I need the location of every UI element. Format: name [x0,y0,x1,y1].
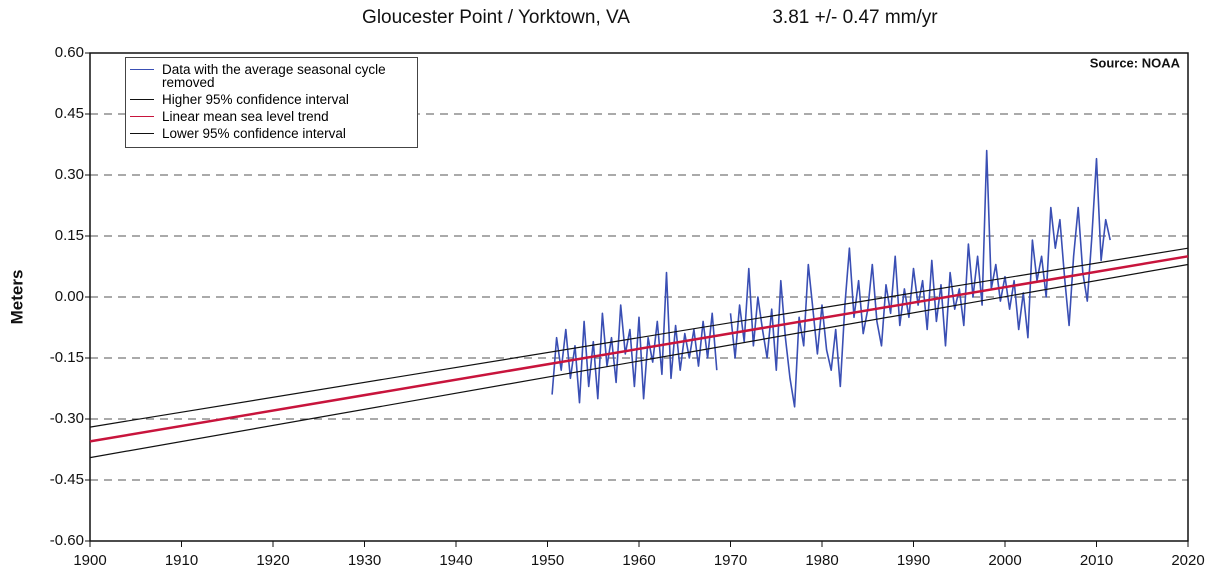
y-tick-label: 0.00 [55,288,84,305]
x-tick-label: 1950 [531,552,564,569]
series-line [89,263,1189,459]
x-tick-label: 1930 [348,552,381,569]
source-annotation: Source: NOAA [1090,55,1181,70]
x-tick-label: 2000 [988,552,1021,569]
y-tick-label: -0.30 [50,410,84,427]
y-axis-label: Meters [7,270,26,325]
x-tick-label: 2010 [1080,552,1113,569]
x-tick-label: 2020 [1171,552,1204,569]
series-line [729,149,1111,408]
x-tick-label: 1960 [622,552,655,569]
series-line [551,271,718,404]
y-tick-label: 0.30 [55,166,84,183]
y-tick-label: -0.60 [50,532,84,549]
series-line [89,247,1189,428]
legend-entry: Lower 95% confidence interval [130,127,413,140]
x-tick-label: 1910 [165,552,198,569]
legend: Data with the average seasonal cycle rem… [125,57,418,148]
series-line [89,255,1189,443]
legend-swatch [130,69,154,70]
legend-entry: Linear mean sea level trend [130,110,413,123]
y-tick-label: 0.45 [55,105,84,122]
legend-swatch [130,116,154,117]
trend-label: 3.81 +/- 0.47 mm/yr [772,7,938,28]
y-tick-label: -0.45 [50,471,84,488]
x-tick-label: 1900 [73,552,106,569]
legend-label: Higher 95% confidence interval [162,92,349,107]
x-tick-label: 1990 [897,552,930,569]
legend-swatch [130,99,154,100]
legend-entry: Data with the average seasonal cycle rem… [130,63,413,89]
legend-swatch [130,133,154,134]
x-tick-label: 1980 [805,552,838,569]
x-tick-label: 1920 [256,552,289,569]
x-tick-label: 1940 [439,552,472,569]
chart-title: Gloucester Point / Yorktown, VA [362,7,630,28]
legend-label: Linear mean sea level trend [162,109,329,124]
y-tick-label: 0.15 [55,227,84,244]
y-tick-label: 0.60 [55,44,84,61]
y-tick-label: -0.15 [50,349,84,366]
x-tick-label: 1970 [714,552,747,569]
plot-frame [89,52,1189,542]
legend-entry: Higher 95% confidence interval [130,93,413,106]
legend-label: Lower 95% confidence interval [162,126,346,141]
legend-label: Data with the average seasonal cycle rem… [162,62,386,90]
